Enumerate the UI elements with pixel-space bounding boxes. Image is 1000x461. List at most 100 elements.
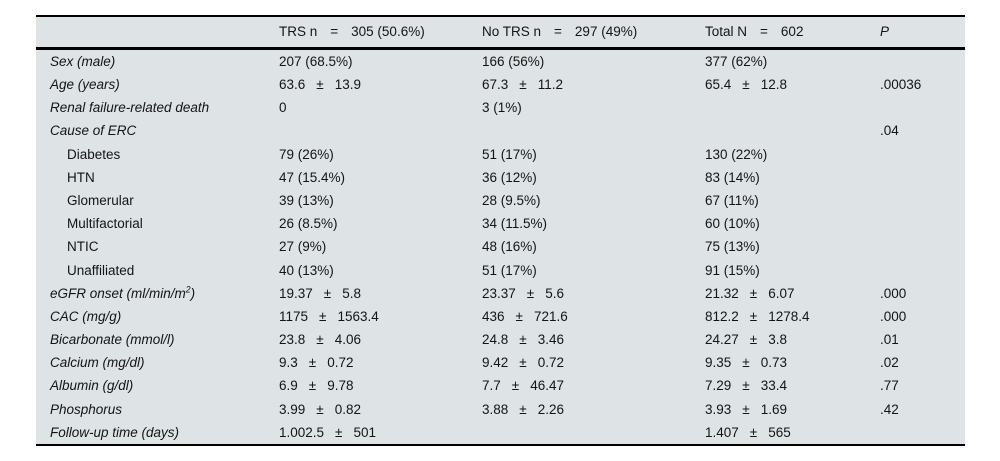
cell-value: 47 (15.4%) <box>279 169 346 185</box>
clinical-table: TRS n = 305 (50.6%) No TRS n = 297 (49%) Total… <box>36 15 965 447</box>
cell-p: .000 <box>880 310 965 324</box>
plus-minus-symbol: ± <box>316 77 324 93</box>
plus-minus-symbol: ± <box>526 285 535 301</box>
cell-trs: 40 (13%) <box>279 262 482 278</box>
cell-value: 26 (8.5%) <box>279 216 338 232</box>
table-row: Diabetes 79 (26%) 51 (17%) 130 (22%) <box>36 143 965 166</box>
row-label-text: Unaffiliated <box>67 262 135 278</box>
cell-trs: 0 <box>279 101 482 115</box>
cell-trs: 26 (8.5%) <box>279 217 482 231</box>
cell-value: 5.8 <box>342 285 361 301</box>
cell-trs: 39 (13%) <box>279 194 482 208</box>
plus-minus-symbol: ± <box>335 424 343 440</box>
plus-minus-symbol: ± <box>742 401 750 417</box>
plus-minus-symbol: ± <box>519 355 527 371</box>
cell-value: 3 (1%) <box>482 100 522 116</box>
cell-total: 67 (11%) <box>705 194 880 208</box>
table-row: Sex (male) 207 (68.5%) 166 (56%) 377 (62%) <box>36 50 965 73</box>
header-token: = <box>760 24 768 40</box>
row-label-text: Albumin (g/dl) <box>50 378 134 394</box>
cell-no-trs: 28 (9.5%) <box>482 194 705 208</box>
cell-value: 7.29 <box>705 378 732 394</box>
header-token: 602 <box>780 24 804 40</box>
cell-value: 207 (68.5%) <box>279 53 353 69</box>
cell-value: 6.07 <box>768 285 795 301</box>
cell-value: 83 (14%) <box>705 169 760 185</box>
row-label-text: Cause of ERC <box>50 123 137 139</box>
header-cell-2: No TRS n = 297 (49%) <box>482 25 705 39</box>
cell-value: 0.72 <box>537 355 564 371</box>
plus-minus-symbol: ± <box>308 378 317 394</box>
row-label: Diabetes <box>36 146 279 162</box>
table-body: Sex (male) 207 (68.5%) 166 (56%) 377 (62%) A… <box>36 50 965 444</box>
cell-value: 1.002.5 <box>279 424 325 440</box>
row-label: NTIC <box>36 240 279 254</box>
cell-total: 7.29 ±33.4 <box>705 379 880 393</box>
cell-value: 9.35 <box>705 355 732 371</box>
row-label-text: CAC (mg/g) <box>50 308 122 324</box>
cell-value: 48 (16%) <box>482 239 537 255</box>
cell-value: 9.3 <box>279 355 298 371</box>
cell-total: 91 (15%) <box>705 263 880 278</box>
cell-value: 75 (13%) <box>705 239 760 255</box>
cell-p: .77 <box>880 379 965 393</box>
cell-value: .01 <box>880 332 899 348</box>
cell-value: 36 (12%) <box>482 169 537 185</box>
row-label: Phosphorus <box>36 402 279 417</box>
cell-value: 21.32 <box>705 285 739 301</box>
header-cell-1: TRS n = 305 (50.6%) <box>279 25 482 39</box>
cell-value: 0.72 <box>327 355 354 371</box>
cell-value: 0.82 <box>334 401 361 417</box>
plus-minus-symbol: ± <box>749 285 758 301</box>
plus-minus-symbol: ± <box>519 332 527 348</box>
cell-value: 6.9 <box>279 378 298 394</box>
table-row: Multifactorial 26 (8.5%) 34 (11.5%) 60 (10%… <box>36 212 965 235</box>
cell-value: 166 (56%) <box>482 53 545 69</box>
cell-no-trs: 23.37 ±5.6 <box>482 285 705 301</box>
row-label-superscript: 2 <box>185 284 191 295</box>
row-label-text: Diabetes <box>67 146 121 162</box>
row-label-text: Glomerular <box>67 192 134 208</box>
plus-minus-symbol: ± <box>519 77 527 93</box>
cell-value: 1278.4 <box>768 308 810 324</box>
cell-trs: 6.9 ±9.78 <box>279 379 482 393</box>
cell-value: 40 (13%) <box>279 262 334 278</box>
header-token: TRS n <box>279 24 318 40</box>
cell-no-trs: 3.88 ±2.26 <box>482 401 705 417</box>
cell-total: 24.27 ±3.8 <box>705 333 880 347</box>
cell-total: 812.2 ±1278.4 <box>705 310 880 324</box>
cell-value: 0 <box>279 100 287 116</box>
cell-value: 51 (17%) <box>482 262 537 278</box>
row-label-text: Renal failure-related death <box>50 100 210 116</box>
cell-trs: 27 (9%) <box>279 240 482 254</box>
table-row: eGFR onset (ml/min/m2) 19.37 ±5.8 23.37 ±5.6… <box>36 282 965 305</box>
cell-no-trs: 67.3 ±11.2 <box>482 78 705 92</box>
row-label-text: eGFR onset (ml/min/m <box>50 285 186 301</box>
row-label: Glomerular <box>36 194 279 208</box>
cell-no-trs: 436 ±721.6 <box>482 310 705 324</box>
cell-total: 65.4 ±12.8 <box>705 78 880 92</box>
cell-value: 24.8 <box>482 332 509 348</box>
cell-value: 1.407 <box>705 424 739 440</box>
cell-value: 9.42 <box>482 355 509 371</box>
cell-no-trs: 34 (11.5%) <box>482 217 705 231</box>
cell-value: .77 <box>880 378 899 394</box>
cell-value: 1.69 <box>760 401 787 417</box>
cell-trs: 79 (26%) <box>279 147 482 162</box>
header-token: 305 (50.6%) <box>351 24 425 40</box>
cell-p: .42 <box>880 402 965 417</box>
cell-trs: 63.6 ±13.9 <box>279 78 482 92</box>
row-label: Albumin (g/dl) <box>36 379 279 393</box>
table-row: NTIC 27 (9%) 48 (16%) 75 (13%) <box>36 236 965 259</box>
cell-total: 377 (62%) <box>705 55 880 69</box>
table-row: Glomerular 39 (13%) 28 (9.5%) 67 (11%) <box>36 189 965 212</box>
cell-value: 3.88 <box>482 401 509 417</box>
cell-value: 501 <box>353 424 376 440</box>
plus-minus-symbol: ± <box>308 355 317 371</box>
cell-no-trs: 51 (17%) <box>482 262 705 278</box>
cell-value: 65.4 <box>705 77 732 93</box>
cell-value: 11.2 <box>537 77 563 93</box>
cell-value: 1563.4 <box>337 308 379 324</box>
cell-total: 9.35 ±0.73 <box>705 356 880 370</box>
